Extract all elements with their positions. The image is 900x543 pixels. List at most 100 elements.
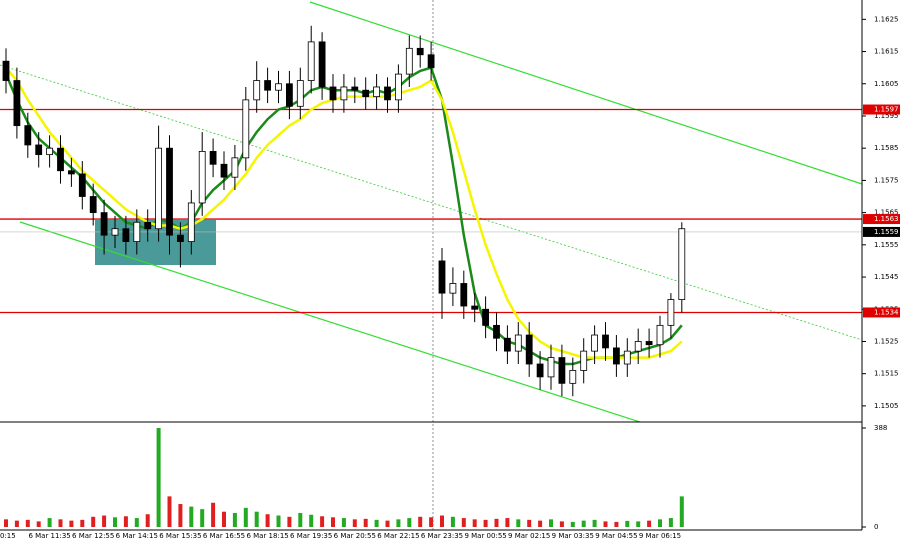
- candle-body: [264, 80, 272, 91]
- volume-bar: [123, 516, 128, 527]
- candle-body: [547, 357, 555, 378]
- volume-bar: [570, 521, 575, 527]
- x-tick-label: 9 Mar 06:15: [639, 532, 681, 540]
- volume-bar: [581, 520, 586, 527]
- level-label-box: [863, 307, 900, 318]
- x-tick-label: 6 Mar 14:15: [116, 532, 158, 540]
- candle-body: [187, 202, 195, 243]
- candle-body: [623, 350, 631, 365]
- candle-body: [580, 350, 588, 371]
- volume-bar: [91, 516, 96, 527]
- candle-body: [253, 80, 261, 101]
- volume-bar: [178, 504, 183, 527]
- level-label: 1.1597: [874, 106, 899, 114]
- volume-bar: [254, 511, 259, 527]
- candle-body: [329, 86, 337, 101]
- candle-body: [460, 283, 468, 307]
- candle-body: [405, 47, 413, 75]
- candle-body: [144, 221, 152, 230]
- volume-bar: [505, 518, 510, 527]
- volume-bar: [276, 515, 281, 527]
- y-tick-label: 1.1545: [874, 273, 899, 281]
- volume-bar: [429, 517, 434, 527]
- volume-bar: [516, 519, 521, 527]
- candle-body: [667, 299, 675, 326]
- candle-body: [296, 80, 304, 107]
- volume-bar: [603, 521, 608, 527]
- candle-body: [438, 260, 446, 294]
- y-tick-label: 1.1565: [874, 209, 899, 217]
- volume-bar: [614, 521, 619, 527]
- volume-bar: [592, 519, 597, 527]
- x-tick-label: 6 Mar 15:35: [159, 532, 201, 540]
- volume-bar: [80, 519, 85, 527]
- volume-bar: [4, 519, 8, 527]
- x-tick-label: 9 Mar 03:35: [552, 532, 594, 540]
- volume-bar: [668, 518, 673, 527]
- volume-bar: [134, 518, 139, 527]
- y-tick-label: 1.1615: [874, 48, 899, 56]
- candle-body: [416, 47, 424, 56]
- y-tick-label: 1.1585: [874, 144, 899, 152]
- volume-bar: [374, 519, 379, 527]
- volume-bar: [450, 516, 455, 527]
- candle-body: [209, 151, 217, 165]
- dotted-trend-line: [0, 64, 863, 341]
- x-tick-label: 6 Mar 22:15: [377, 532, 419, 540]
- volume-bar: [243, 507, 248, 527]
- candle-body: [2, 60, 10, 81]
- volume-bar: [309, 514, 314, 527]
- volume-bar: [156, 428, 161, 527]
- candle-body: [68, 170, 75, 175]
- volume-bar: [472, 519, 477, 527]
- volume-bar: [222, 511, 226, 527]
- candle-body: [13, 80, 21, 127]
- volume-bar: [647, 520, 652, 527]
- candle-body: [78, 173, 86, 197]
- volume-bar: [679, 496, 684, 527]
- x-tick-label: 9 Mar 04:55: [595, 532, 637, 540]
- volume-bar: [559, 521, 564, 527]
- current-price-label: 1.1559: [874, 228, 899, 236]
- candle-body: [362, 89, 370, 98]
- volume-bar: [483, 519, 488, 527]
- candle-body: [340, 86, 348, 101]
- x-tick-label: 9 Mar 02:15: [508, 532, 550, 540]
- candle-body: [351, 86, 359, 91]
- x-tick-label: 6 Mar 11:35: [28, 532, 70, 540]
- volume-bar: [265, 514, 270, 527]
- volume-bar: [527, 519, 532, 527]
- x-tick-label: 6 Mar 16:55: [203, 532, 245, 540]
- candle-body: [602, 334, 609, 349]
- volume-bar: [440, 515, 444, 527]
- candle-body: [318, 41, 326, 88]
- candle-body: [569, 370, 577, 384]
- volume-bar: [14, 520, 19, 527]
- candle-body: [613, 347, 620, 365]
- volume-bar: [341, 518, 346, 527]
- candle-body: [46, 147, 53, 156]
- volume-bar: [200, 509, 205, 527]
- x-tick-label: 6 Mar 12:55: [72, 532, 114, 540]
- candle-body: [57, 147, 64, 172]
- volume-bar: [189, 506, 194, 527]
- volume-bar: [538, 520, 543, 527]
- level-label-box: [863, 214, 900, 225]
- volume-bar: [25, 519, 30, 527]
- y-tick-label: 1.1575: [874, 176, 899, 184]
- volume-bar: [211, 502, 216, 527]
- volume-bar: [494, 518, 499, 527]
- volume-bar: [363, 518, 368, 527]
- volume-bar: [461, 518, 466, 527]
- candle-body: [503, 337, 511, 352]
- candle-body: [122, 228, 130, 243]
- channel-line: [309, 1, 863, 185]
- candle-body: [525, 334, 533, 365]
- candle-body: [384, 86, 391, 101]
- volume-bar: [69, 520, 74, 527]
- volume-bar: [418, 516, 423, 527]
- volume-bar: [320, 516, 325, 527]
- volume-bar: [636, 521, 641, 527]
- candle-body: [285, 83, 293, 107]
